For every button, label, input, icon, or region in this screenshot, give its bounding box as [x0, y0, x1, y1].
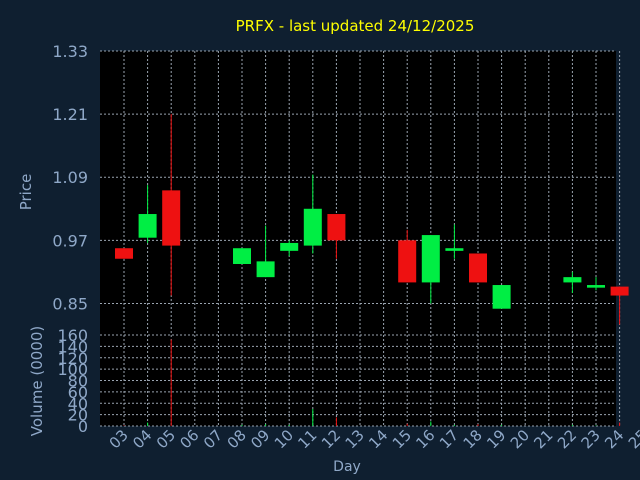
- x-tick-label: 10: [271, 426, 297, 452]
- volume-y-tick-label: 0: [78, 417, 88, 436]
- volume-bar: [288, 424, 290, 426]
- volume-bar: [406, 423, 408, 426]
- x-tick-label: 13: [342, 426, 368, 452]
- candle-body: [280, 242, 299, 251]
- x-tick-label: 23: [578, 426, 604, 452]
- x-tick-label: 12: [318, 426, 344, 452]
- candle-body: [610, 286, 629, 296]
- x-tick-label: 25: [625, 426, 640, 452]
- volume-y-tick-label: 80: [68, 372, 88, 391]
- x-tick-label: 20: [507, 426, 533, 452]
- volume-bar: [430, 421, 432, 426]
- volume-y-tick-label: 40: [68, 394, 88, 413]
- volume-bar: [595, 425, 597, 426]
- x-tick-label: 17: [436, 426, 462, 452]
- price-y-tick-label: 0.97: [52, 231, 88, 250]
- volume-y-label: Volume (0000): [28, 326, 46, 436]
- x-tick-label: 24: [601, 426, 627, 452]
- candle-body: [115, 248, 133, 259]
- volume-bar: [619, 422, 621, 426]
- volume-bar: [147, 422, 149, 426]
- x-tick-label: 06: [176, 426, 202, 452]
- x-tick-label: 14: [365, 426, 391, 452]
- volume-bar: [453, 424, 455, 426]
- price-y-tick-label: 1.21: [52, 105, 88, 124]
- candle-body: [162, 190, 181, 246]
- volume-bar: [335, 417, 337, 426]
- candle-body: [327, 214, 346, 241]
- x-tick-label: 08: [224, 426, 250, 452]
- volume-bar: [265, 424, 267, 426]
- candle-body: [138, 214, 157, 238]
- price-y-tick-label: 1.33: [52, 42, 88, 61]
- x-tick-label: 03: [106, 426, 132, 452]
- price-y-tick-label: 1.09: [52, 168, 88, 187]
- x-tick-label: 11: [294, 426, 320, 452]
- volume-y-tick-label: 100: [57, 360, 88, 379]
- candle-body: [233, 248, 251, 264]
- x-tick-label: 18: [460, 426, 486, 452]
- candle-body: [492, 285, 511, 309]
- volume-y-tick-label: 160: [57, 326, 88, 345]
- x-tick-label: 15: [389, 426, 415, 452]
- volume-bar: [241, 424, 243, 426]
- candle-body: [256, 261, 275, 278]
- candle-body: [563, 277, 582, 283]
- volume-bar: [477, 424, 479, 426]
- price-y-tick-label: 0.85: [52, 294, 88, 313]
- volume-bars: [123, 339, 621, 426]
- price-candles: [115, 114, 629, 325]
- x-tick-label: 05: [153, 426, 179, 452]
- x-tick-label: 21: [530, 426, 556, 452]
- x-tick-label: 09: [247, 426, 273, 452]
- volume-bar: [312, 408, 314, 426]
- x-tick-label: 04: [129, 426, 155, 452]
- volume-y-tick-label: 140: [57, 337, 88, 356]
- x-tick-label: 07: [200, 426, 226, 452]
- volume-y-tick-label: 20: [68, 406, 88, 425]
- x-tick-label: 22: [554, 426, 580, 452]
- price-y-ticks: 1.33 1.21 1.09 0.97 0.85: [52, 42, 88, 313]
- volume-y-tick-label: 60: [68, 383, 88, 402]
- x-axis-label: Day: [333, 459, 361, 475]
- volume-bar: [571, 424, 573, 426]
- candle-body: [398, 240, 417, 283]
- volume-bar: [123, 425, 125, 426]
- candle-body: [587, 285, 605, 288]
- candle-body: [421, 235, 440, 283]
- x-tick-label: 19: [483, 426, 509, 452]
- price-y-label: Price: [17, 174, 35, 211]
- candle-body: [445, 248, 464, 251]
- volume-y-tick-label: 120: [57, 349, 88, 368]
- price-plot-area: [100, 51, 616, 335]
- chart-title: PRFX - last updated 24/12/2025: [236, 17, 475, 35]
- x-ticks: 0304050607080910111213141516171819202122…: [106, 426, 640, 452]
- x-tick-label: 16: [412, 426, 438, 452]
- volume-bar: [170, 339, 172, 426]
- volume-bar: [501, 424, 503, 426]
- candle-body: [469, 253, 487, 283]
- candle-body: [303, 208, 322, 246]
